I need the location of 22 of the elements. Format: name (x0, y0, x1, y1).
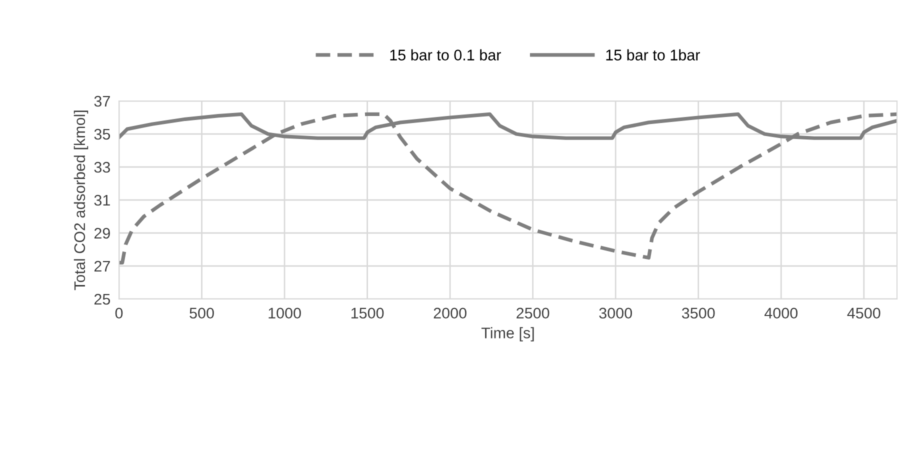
x-tick-label: 500 (190, 308, 214, 319)
x-tick-label: 2500 (516, 308, 550, 319)
y-tick-label: 29 (94, 228, 110, 239)
x-tick-label: 4000 (764, 308, 798, 319)
y-tick-label: 25 (94, 294, 110, 305)
x-tick-label: 0 (115, 308, 123, 319)
x-tick-label: 1000 (268, 308, 301, 319)
y-tick-label: 31 (94, 194, 110, 206)
y-tick-label: 33 (94, 162, 110, 173)
line-series (119, 112, 897, 265)
x-tick-label: 4500 (847, 308, 880, 319)
x-tick-label: 2000 (434, 308, 466, 319)
x-tick-label: 1500 (351, 308, 384, 319)
legend-label: 15 bar to 1bar (606, 49, 700, 60)
y-tick-label: 35 (94, 128, 110, 140)
x-tick-label: 3500 (682, 308, 715, 319)
y-tick-label: 37 (94, 96, 110, 107)
y-axis-title: Total CO2 adsorbed [kmol] (74, 110, 88, 290)
y-tick-label: 27 (94, 260, 110, 272)
x-tick-label: 3000 (599, 308, 632, 319)
x-axis-title: Time [s] (481, 327, 534, 342)
legend-label: 15 bar to 0.1 bar (390, 49, 501, 60)
